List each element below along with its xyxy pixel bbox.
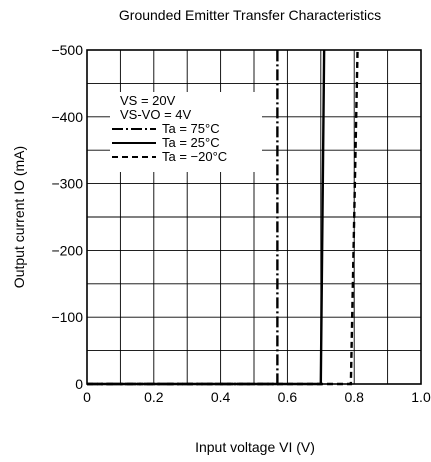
y-tick-label: −100 — [51, 309, 83, 325]
condition-label: VS = 20V — [120, 93, 176, 108]
y-tick-label: −300 — [51, 176, 83, 192]
series-line — [87, 49, 359, 386]
x-tick-label: 0.4 — [211, 389, 231, 405]
x-tick-label: 0.8 — [344, 389, 364, 405]
x-tick-label: 0 — [83, 389, 91, 405]
x-tick-label: 1.0 — [411, 389, 431, 405]
series-lines — [87, 49, 359, 386]
y-tick-labels: 0 −100 −200 −300 −400 −500 — [51, 42, 83, 392]
y-tick-label: −200 — [51, 242, 83, 258]
y-tick-label: −400 — [51, 109, 83, 125]
legend-label: Ta = −20°C — [162, 149, 227, 164]
legend-label: Ta = 25°C — [162, 135, 220, 150]
legend-label: Ta = 75°C — [162, 121, 220, 136]
y-axis-label: Output current IO (mA) — [11, 146, 27, 288]
x-tick-labels: 0 0.2 0.4 0.6 0.8 1.0 — [83, 389, 431, 405]
chart-title: Grounded Emitter Transfer Characteristic… — [119, 7, 381, 23]
x-tick-label: 0.6 — [278, 389, 298, 405]
x-axis-label: Input voltage VI (V) — [195, 439, 315, 455]
x-tick-label: 0.2 — [144, 389, 164, 405]
legend-background — [110, 92, 262, 172]
y-tick-label: 0 — [75, 376, 83, 392]
y-tick-label: −500 — [51, 42, 83, 58]
condition-label: VS-VO = 4V — [120, 107, 191, 122]
